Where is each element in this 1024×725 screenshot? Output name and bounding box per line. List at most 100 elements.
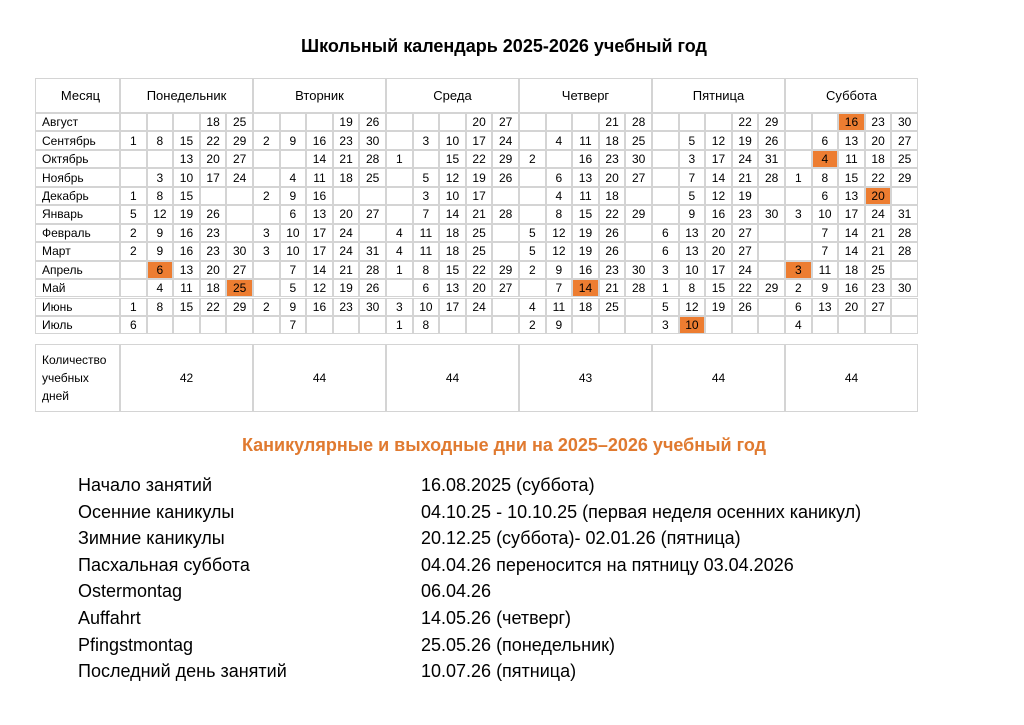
empty-cell <box>758 315 785 335</box>
empty-cell <box>652 113 679 132</box>
day-cell: 21 <box>864 242 892 261</box>
day-cell: 8 <box>412 315 440 335</box>
day-cell: 5 <box>412 168 440 187</box>
day-cell: 19 <box>705 297 732 316</box>
day-cell: 17 <box>838 205 865 224</box>
day-cell: 25 <box>226 113 253 132</box>
day-cell: 29 <box>492 260 519 280</box>
day-cell: 9 <box>279 186 307 206</box>
day-cell: 7 <box>279 315 307 335</box>
empty-cell <box>359 315 386 335</box>
day-cell: 15 <box>439 260 466 280</box>
empty-cell <box>386 205 413 224</box>
day-cell: 18 <box>199 113 227 132</box>
day-cell: 20 <box>199 260 227 280</box>
month-cell: Январь <box>35 205 120 224</box>
day-cell: 5 <box>120 205 147 224</box>
day-cell: 10 <box>279 223 307 243</box>
day-cell: 27 <box>492 279 519 298</box>
day-cell: 2 <box>519 149 546 169</box>
empty-cell <box>519 113 546 132</box>
empty-cell <box>785 131 812 150</box>
day-cell: 22 <box>465 260 493 280</box>
month-cell: Март <box>35 242 120 261</box>
day-cell: 16 <box>306 186 333 206</box>
day-cell: 29 <box>226 131 253 150</box>
day-cell: 3 <box>652 315 679 335</box>
holiday-label: Начало занятий <box>78 475 213 495</box>
day-cell: 12 <box>439 168 466 187</box>
day-cell: 29 <box>891 168 918 187</box>
empty-cell <box>625 315 652 335</box>
day-cell: 26 <box>758 131 785 150</box>
header-cell: Вторник <box>253 78 386 113</box>
empty-cell <box>120 260 147 280</box>
empty-cell <box>199 186 227 206</box>
empty-cell <box>120 168 147 187</box>
day-cell: 13 <box>306 205 333 224</box>
day-cell: 4 <box>279 168 307 187</box>
empty-cell <box>652 168 679 187</box>
day-cell: 1 <box>386 260 413 280</box>
empty-cell <box>545 113 573 132</box>
day-cell: 11 <box>545 297 573 316</box>
day-cell: 16 <box>572 260 599 280</box>
day-cell: 15 <box>173 131 200 150</box>
empty-cell <box>519 168 546 187</box>
day-cell: 3 <box>253 242 280 261</box>
day-cell: 1 <box>386 149 413 169</box>
empty-cell <box>253 149 280 169</box>
day-cell: 5 <box>652 297 679 316</box>
empty-cell <box>625 223 652 243</box>
empty-cell <box>306 315 333 335</box>
empty-cell <box>519 279 546 298</box>
day-cell: 2 <box>519 260 546 280</box>
day-cell: 30 <box>758 205 785 224</box>
day-cell: 17 <box>465 186 493 206</box>
day-cell: 3 <box>652 260 679 280</box>
empty-cell <box>359 223 386 243</box>
day-cell: 25 <box>465 242 493 261</box>
empty-cell <box>758 186 785 206</box>
day-cell: 19 <box>465 168 493 187</box>
holiday-value: 25.05.26 (понедельник) <box>421 634 616 655</box>
empty-cell <box>705 315 732 335</box>
day-cell: 30 <box>625 260 652 280</box>
day-cell: 6 <box>279 205 307 224</box>
day-cell: 26 <box>492 168 519 187</box>
day-cell: 26 <box>598 223 626 243</box>
day-cell: 20 <box>838 297 865 316</box>
empty-cell <box>253 168 280 187</box>
day-cell: 13 <box>173 149 200 169</box>
empty-cell <box>785 242 812 261</box>
month-cell: Октябрь <box>35 149 120 169</box>
day-cell: 7 <box>545 279 573 298</box>
day-cell: 6 <box>545 168 573 187</box>
empty-cell <box>785 223 812 243</box>
day-cell: 24 <box>731 260 759 280</box>
day-cell: 27 <box>731 223 759 243</box>
day-cell: 3 <box>146 168 174 187</box>
day-cell: 14 <box>705 168 732 187</box>
day-cell: 18 <box>864 149 892 169</box>
day-cell: 18 <box>598 131 626 150</box>
holiday-value: 14.05.26 (четверг) <box>421 608 572 628</box>
empty-cell <box>226 186 253 206</box>
day-cell: 9 <box>146 242 174 261</box>
day-cell: 9 <box>279 131 307 150</box>
day-cell: 25 <box>359 168 386 187</box>
day-cell: 27 <box>359 205 386 224</box>
day-cell: 26 <box>359 113 386 132</box>
count-cell: 44 <box>253 344 386 413</box>
day-cell: 26 <box>598 242 626 261</box>
day-cell: 29 <box>758 113 785 132</box>
day-cell: 2 <box>519 315 546 335</box>
day-cell: 2 <box>785 279 812 298</box>
day-cell: 8 <box>678 279 706 298</box>
empty-cell <box>253 260 280 280</box>
empty-cell <box>465 315 493 335</box>
day-cell: 22 <box>465 149 493 169</box>
day-cell: 14 <box>306 260 333 280</box>
day-cell: 23 <box>199 223 227 243</box>
